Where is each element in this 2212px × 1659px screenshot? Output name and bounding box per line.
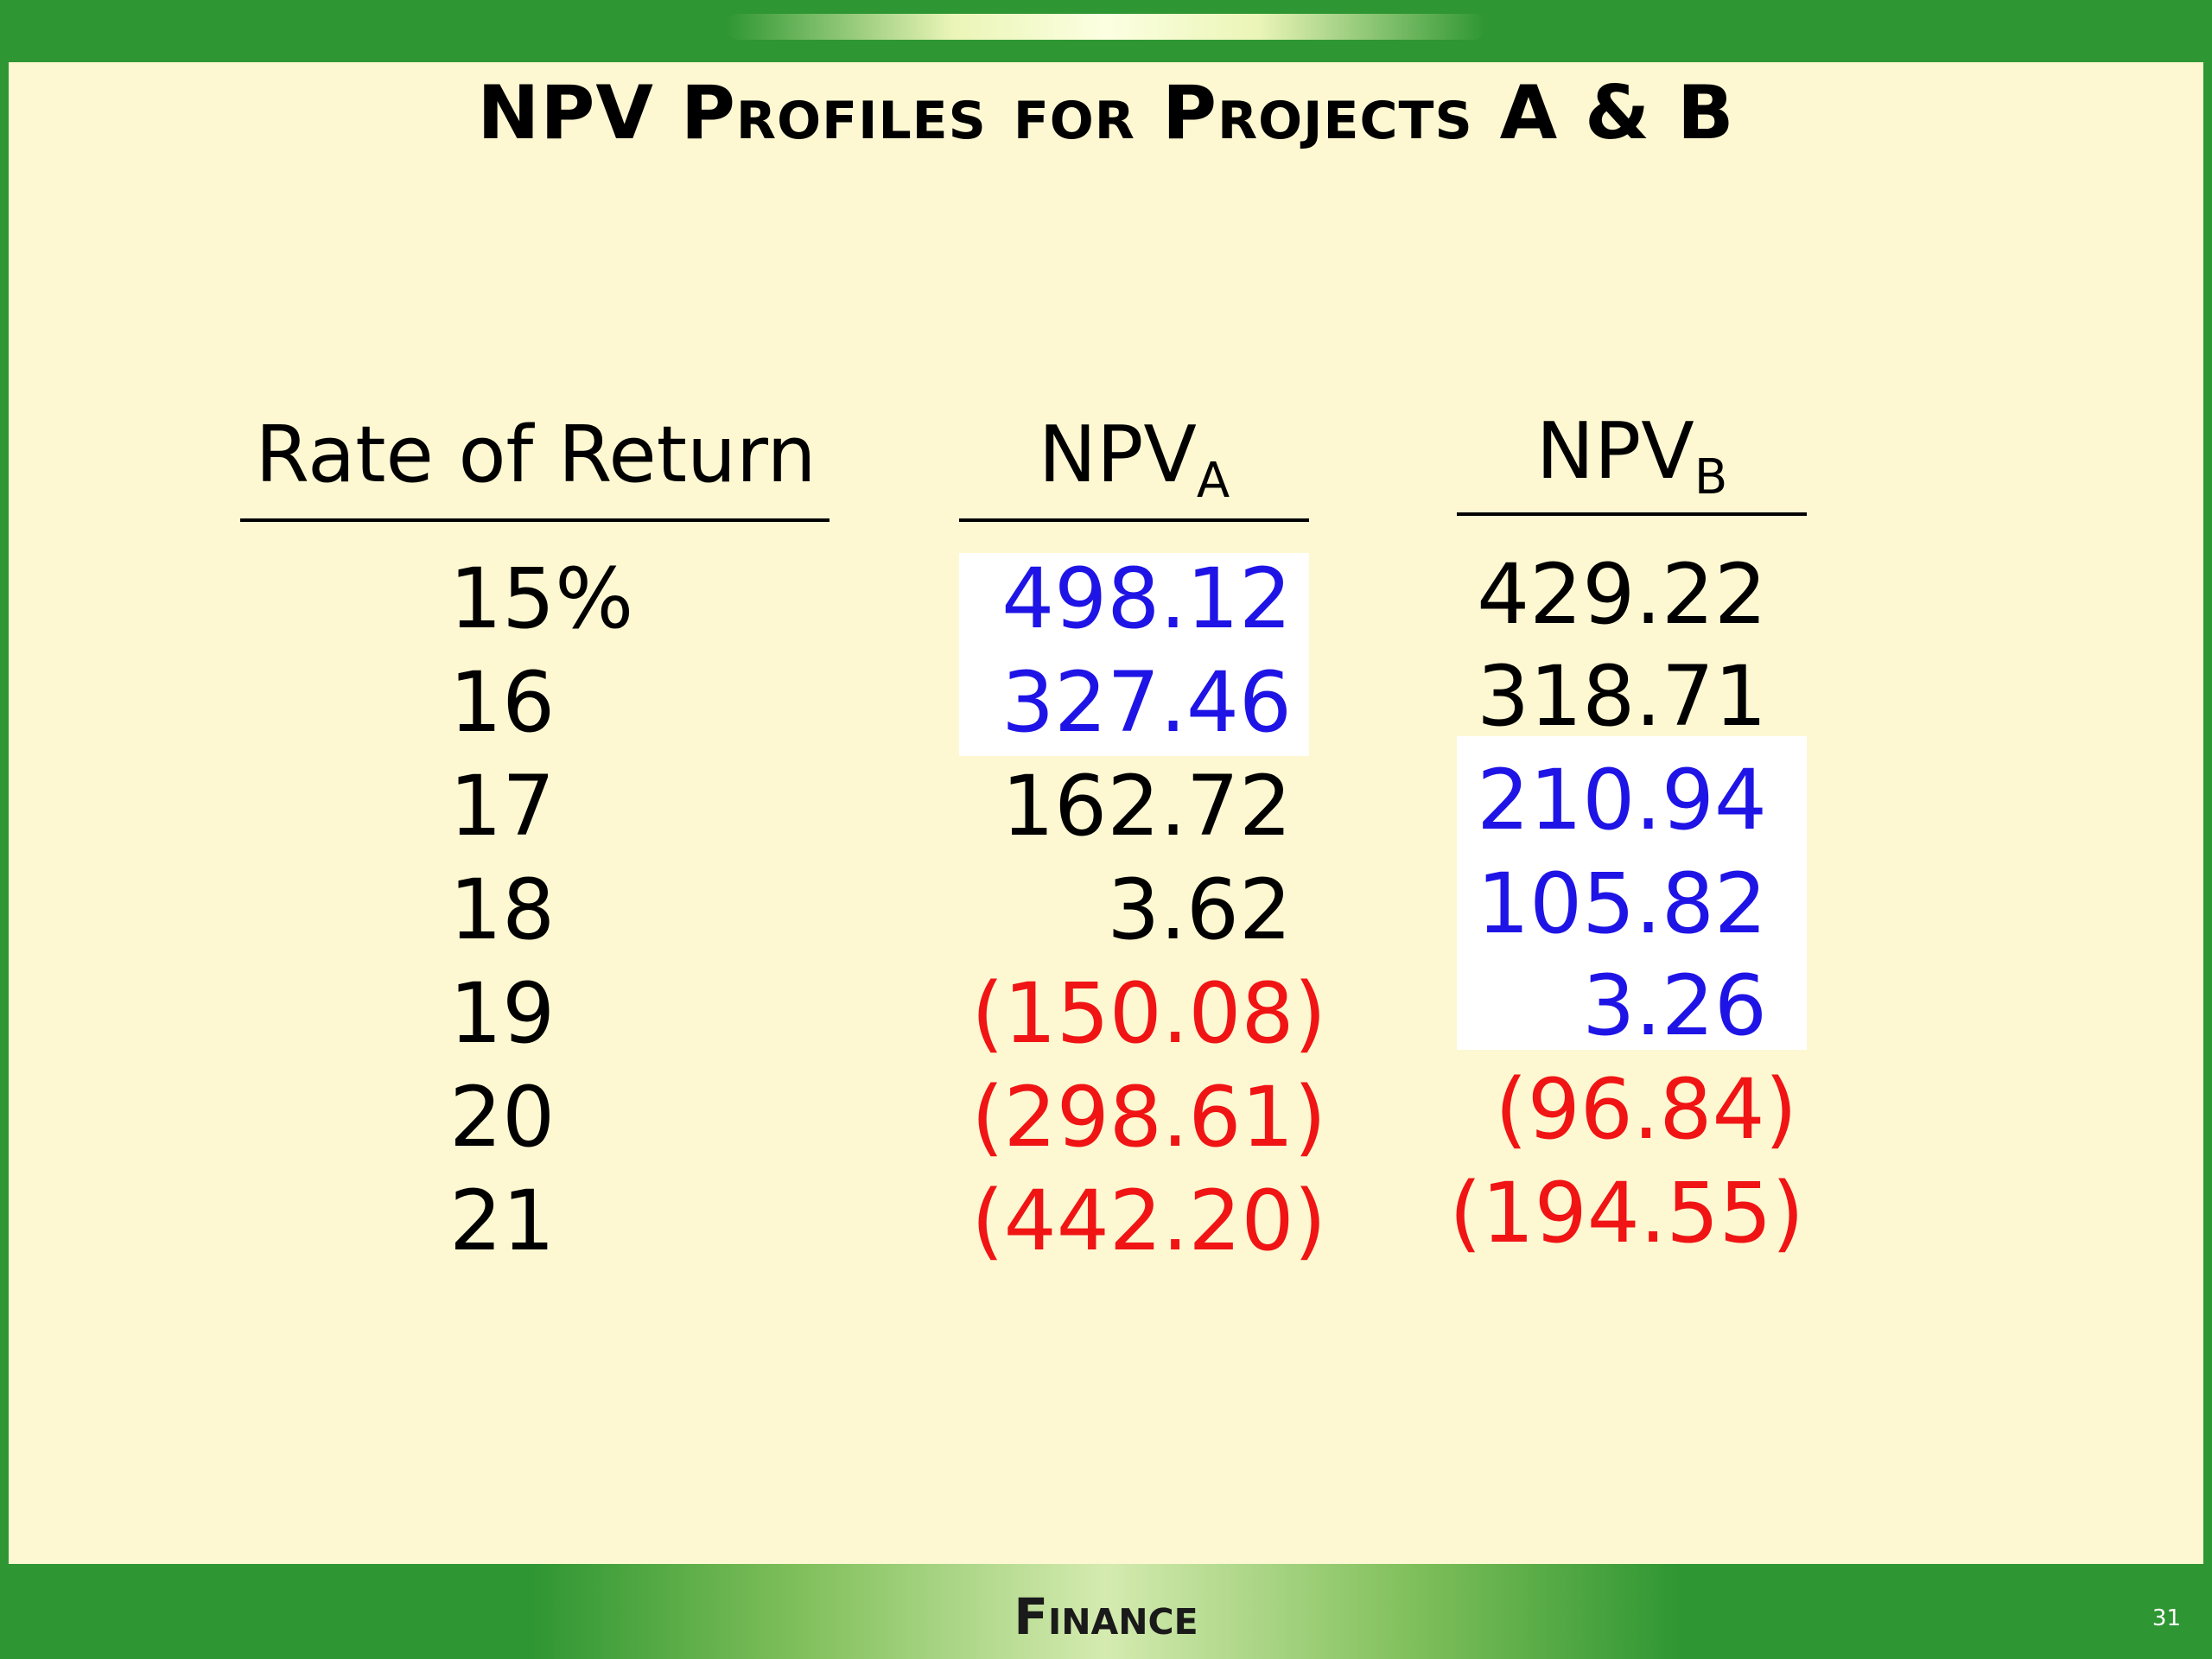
header-rate-label: Rate of Return [255, 410, 817, 500]
npv-b-cell: 3.26 [1582, 957, 1767, 1054]
rate-cell: 21 [449, 1173, 556, 1269]
rate-cell: 19 [449, 965, 556, 1062]
npv-b-cell: 318.71 [1477, 648, 1767, 745]
npv-a-cell: (150.08) [971, 965, 1326, 1062]
rate-cell: 16 [449, 654, 556, 751]
rate-cell: 15% [449, 550, 634, 647]
rate-cell: 20 [449, 1069, 556, 1166]
npv-a-highlight-box [959, 553, 1309, 756]
header-npv-b: NPVB [1457, 413, 1807, 502]
header-npv-a-label: NPV [1038, 410, 1197, 500]
header-npv-b-subscript: B [1694, 449, 1728, 505]
header-npv-a-subscript: A [1196, 453, 1230, 509]
slide-content-area [9, 62, 2203, 1564]
header-rate-underline [240, 518, 830, 522]
npv-a-cell: (442.20) [971, 1173, 1326, 1269]
header-npv-b-underline [1457, 512, 1807, 516]
top-glow-decoration [726, 14, 1486, 40]
slide-number: 31 [2152, 1605, 2181, 1631]
npv-a-cell: 162.72 [1001, 758, 1292, 855]
header-npv-a: NPVA [959, 416, 1309, 505]
npv-b-cell: (194.55) [1449, 1165, 1804, 1262]
header-npv-a-underline [959, 518, 1309, 522]
header-rate-of-return: Rate of Return [242, 416, 830, 494]
footer-course-label: Finance [1014, 1587, 1198, 1646]
npv-b-cell: 210.94 [1477, 752, 1767, 849]
npv-a-cell: 3.62 [1107, 861, 1292, 958]
npv-b-highlight-box [1457, 736, 1807, 1050]
npv-b-cell: 105.82 [1477, 855, 1767, 952]
rate-cell: 17 [449, 758, 556, 855]
npv-b-cell: 429.22 [1477, 546, 1767, 643]
npv-a-cell: (298.61) [971, 1069, 1326, 1166]
npv-a-cell: 327.46 [1001, 654, 1292, 751]
npv-b-cell: (96.84) [1495, 1061, 1797, 1158]
footer-band [0, 1564, 2212, 1659]
slide-title: NPV Profiles for Projects A & B [477, 70, 1735, 156]
rate-cell: 18 [449, 861, 556, 958]
header-npv-b-label: NPV [1535, 406, 1694, 497]
npv-a-cell: 498.12 [1001, 550, 1292, 647]
